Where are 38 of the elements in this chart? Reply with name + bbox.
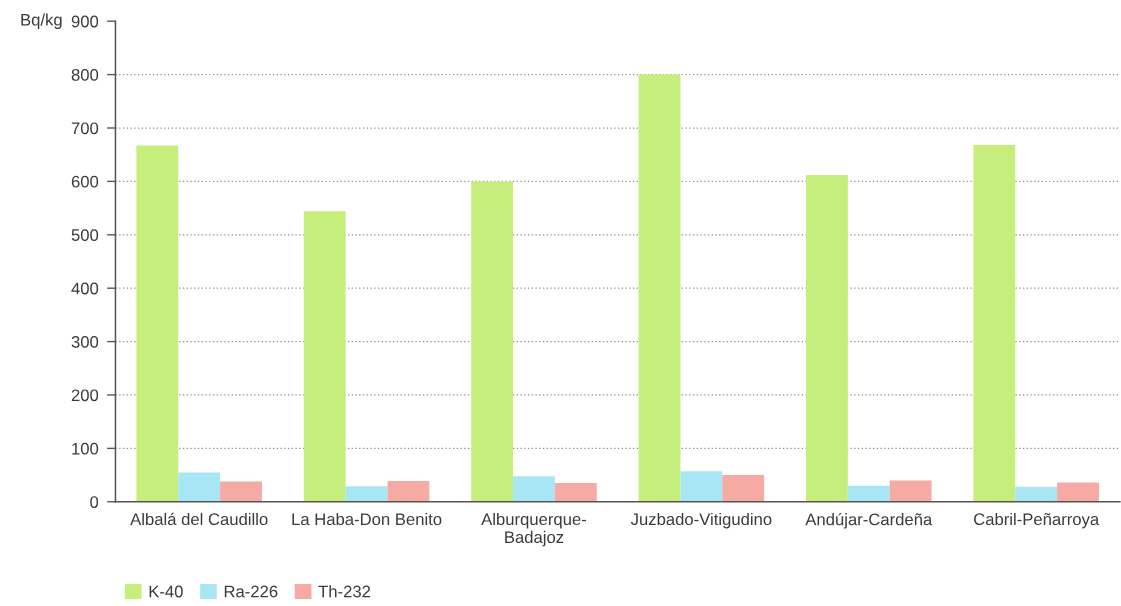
y-tick-label: 0 — [90, 496, 99, 508]
bar — [973, 145, 1016, 502]
y-tick-label: 300 — [71, 335, 99, 348]
bar — [680, 471, 723, 502]
bar — [722, 475, 765, 502]
bar — [345, 486, 388, 502]
bar — [387, 480, 430, 502]
bar — [806, 174, 848, 502]
bar — [178, 472, 221, 502]
bar — [1015, 486, 1058, 502]
bar — [136, 145, 179, 502]
bar — [471, 181, 514, 502]
y-tick-label: 500 — [71, 229, 99, 241]
bar — [554, 483, 597, 502]
x-tick-label: La Haba-Don Benito — [292, 512, 442, 526]
legend-label: Ra-226 — [224, 585, 278, 598]
bar — [638, 74, 681, 502]
bar — [220, 481, 262, 502]
bar — [303, 211, 346, 502]
y-tick-label: 800 — [71, 69, 99, 81]
x-tick-label: Albalá del Caudillo — [130, 512, 268, 526]
legend-label: K-40 — [149, 585, 183, 598]
y-tick-label: 200 — [71, 389, 99, 402]
bar — [1057, 482, 1099, 502]
y-tick-label: 400 — [71, 282, 99, 295]
bar — [889, 480, 932, 502]
x-tick-label: Alburquerque- Badajoz — [481, 512, 587, 547]
bar — [513, 476, 555, 502]
y-tick-label: 600 — [71, 175, 99, 188]
y-axis-title: Bq/kg — [21, 13, 62, 29]
x-tick-label: Andújar-Cardeña — [805, 512, 933, 529]
y-tick-label: 100 — [72, 442, 99, 455]
bar — [847, 485, 890, 502]
x-tick-label: Juzbado-Vitigudino — [630, 512, 772, 529]
legend-label: Th-232 — [318, 585, 371, 598]
x-tick-label: Cabril-Peñarroya — [974, 512, 1100, 529]
y-tick-label: 700 — [71, 122, 99, 135]
y-tick-label: 900 — [71, 15, 99, 28]
